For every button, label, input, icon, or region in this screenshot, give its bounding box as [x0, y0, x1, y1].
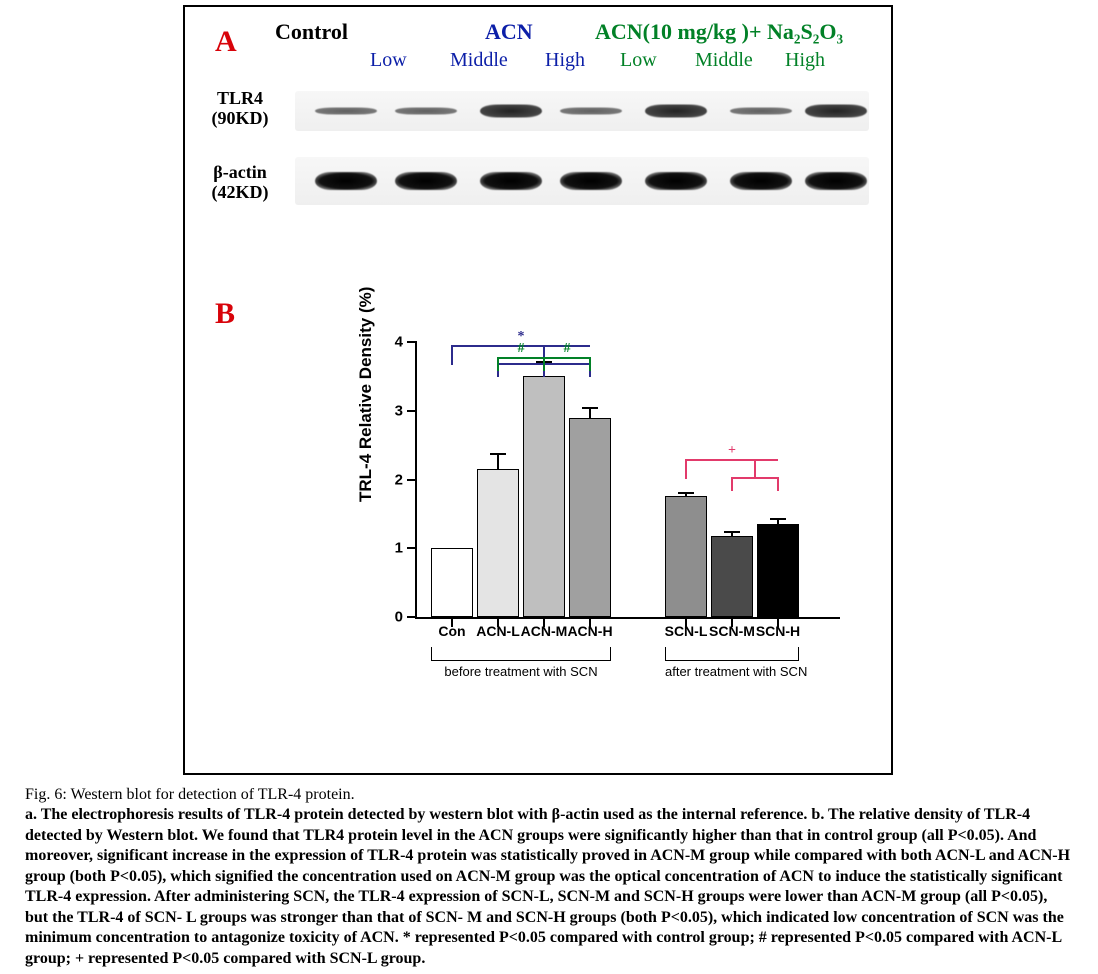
subheader-scn-low: Low [620, 49, 657, 72]
group-label: before treatment with SCN [431, 664, 611, 679]
xlabel-Con: Con [438, 623, 465, 639]
sig-label: + [728, 443, 736, 459]
blot-row-actin [295, 157, 869, 205]
tlr4-kd: (90KD) [212, 108, 269, 128]
sig-line [686, 459, 778, 461]
tlr4-name: TLR4 [217, 88, 263, 108]
sig-drop [589, 357, 591, 371]
bar-ACN-M [523, 376, 565, 617]
ytick-label: 1 [395, 540, 403, 557]
band-tlr4-lane3 [560, 108, 622, 115]
sig-drop [777, 477, 779, 491]
band-tlr4-lane2 [480, 105, 542, 118]
errorbar-ACN-H [589, 408, 591, 418]
panel-b: B TRL-4 Relative Density (%) 01234ConACN… [195, 307, 881, 761]
band-actin-lane6 [805, 172, 867, 190]
band-actin-lane2 [480, 172, 542, 190]
band-actin-lane4 [645, 172, 707, 190]
group-label: after treatment with SCN [665, 664, 799, 679]
group-brace [665, 647, 799, 661]
errorcap-ACN-L [490, 453, 506, 455]
bar-chart: TRL-4 Relative Density (%) 01234ConACN-L… [360, 337, 860, 667]
xlabel-ACN-L: ACN-L [476, 623, 520, 639]
band-tlr4-lane1 [395, 108, 457, 115]
figure-caption: Fig. 6: Western blot for detection of TL… [25, 785, 1073, 969]
panel-a-headers: Control ACN ACN(10 mg/kg )+ Na₂S₂O₃ Low … [265, 19, 871, 79]
ytick [407, 479, 417, 481]
bar-SCN-L [665, 496, 707, 617]
ytick [407, 341, 417, 343]
xlabel-SCN-L: SCN-L [665, 623, 708, 639]
bar-ACN-L [477, 469, 519, 617]
ytick [407, 410, 417, 412]
ytick [407, 547, 417, 549]
errorcap-SCN-H [770, 518, 786, 520]
y-axis-label: TRL-4 Relative Density (%) [356, 287, 376, 502]
row-label-tlr4: TLR4 (90KD) [195, 89, 285, 129]
band-tlr4-lane0 [315, 108, 377, 115]
sig-drop [451, 345, 453, 365]
ytick-label: 2 [395, 471, 403, 488]
sig-drop [731, 477, 733, 491]
bar-SCN-M [711, 536, 753, 617]
xlabel-SCN-H: SCN-H [756, 623, 800, 639]
band-tlr4-lane6 [805, 105, 867, 118]
band-actin-lane0 [315, 172, 377, 190]
sig-label: # [564, 341, 571, 357]
band-actin-lane1 [395, 172, 457, 190]
bar-ACN-H [569, 418, 611, 617]
sig-drop [754, 459, 756, 477]
xlabel-SCN-M: SCN-M [709, 623, 755, 639]
sig-line [544, 357, 590, 359]
sig-drop [543, 357, 545, 371]
bar-SCN-H [757, 524, 799, 617]
subheader-scn-middle: Middle [695, 49, 753, 72]
blot-row-tlr4 [295, 91, 869, 131]
header-acn-na2s2o3: ACN(10 mg/kg )+ Na₂S₂O₃ [595, 19, 843, 45]
xlabel-ACN-M: ACN-M [521, 623, 568, 639]
bar-Con [431, 548, 473, 617]
panel-b-letter: B [215, 297, 235, 331]
ytick-label: 0 [395, 609, 403, 626]
sig-drop [685, 459, 687, 479]
group-brace [431, 647, 611, 661]
errorcap-ACN-H [582, 407, 598, 409]
errorbar-ACN-L [497, 454, 499, 469]
band-tlr4-lane5 [730, 108, 792, 115]
sig-drop [497, 357, 499, 371]
panel-a: A Control ACN ACN(10 mg/kg )+ Na₂S₂O₃ Lo… [195, 15, 881, 225]
actin-kd: (42KD) [212, 182, 269, 202]
subheader-acn-high: High [545, 49, 585, 72]
actin-name: β-actin [213, 162, 266, 182]
ytick-label: 3 [395, 402, 403, 419]
sig-line [498, 357, 544, 359]
errorcap-SCN-L [678, 492, 694, 494]
xlabel-ACN-H: ACN-H [567, 623, 612, 639]
panel-a-letter: A [215, 25, 237, 59]
ytick-label: 4 [395, 334, 403, 351]
header-acn: ACN [485, 19, 533, 45]
figure-box: A Control ACN ACN(10 mg/kg )+ Na₂S₂O₃ Lo… [183, 5, 893, 775]
subheader-acn-middle: Middle [450, 49, 508, 72]
band-tlr4-lane4 [645, 105, 707, 118]
errorcap-SCN-M [724, 531, 740, 533]
ytick [407, 616, 417, 618]
subheader-scn-high: High [785, 49, 825, 72]
plot-area: 01234ConACN-LACN-MACN-Hbefore treatment … [415, 342, 840, 619]
row-label-actin: β-actin (42KD) [195, 163, 285, 203]
caption-title: Fig. 6: Western blot for detection of TL… [25, 785, 1073, 805]
sig-joinline [732, 477, 778, 479]
caption-body: a. The electrophoresis results of TLR-4 … [25, 805, 1073, 969]
band-actin-lane3 [560, 172, 622, 190]
band-actin-lane5 [730, 172, 792, 190]
sig-label: # [518, 341, 525, 357]
header-control: Control [275, 19, 348, 45]
subheader-acn-low: Low [370, 49, 407, 72]
